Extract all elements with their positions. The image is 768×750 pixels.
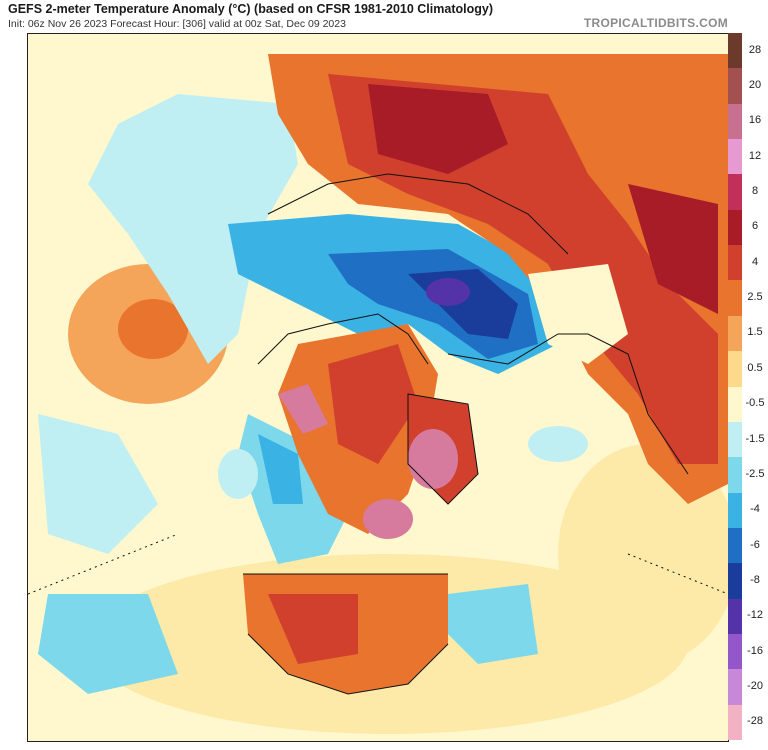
- legend-swatch: [728, 421, 742, 458]
- legend-label: -6: [750, 538, 760, 551]
- siberia-coastline: [267, 173, 569, 255]
- legend-swatch: [728, 103, 742, 140]
- legend-label: 20: [748, 79, 762, 92]
- legend-label: 0.5: [747, 361, 763, 374]
- legend-swatch: [728, 68, 742, 105]
- legend-label: -12: [747, 609, 763, 622]
- europe-coastline: [447, 333, 689, 475]
- legend-label: 28: [748, 43, 762, 56]
- hudson-warm-core: [363, 499, 413, 539]
- eurasia-warm-core: [328, 74, 718, 464]
- western-canada-cold-core: [258, 434, 303, 504]
- legend-label: 12: [748, 149, 762, 162]
- legend-swatch: [728, 633, 742, 670]
- legend-swatch: [728, 457, 742, 494]
- canada-warm-core: [328, 344, 418, 464]
- north-america-coastline: [257, 313, 429, 365]
- greenland-warm-core: [408, 429, 458, 489]
- west-pacific-cold-region: [38, 414, 158, 554]
- north-pacific-cold-region: [88, 94, 298, 364]
- legend-label: -16: [747, 644, 763, 657]
- legend-swatch: [728, 174, 742, 211]
- legend-swatch: [728, 139, 742, 175]
- legend-label: -20: [747, 679, 763, 692]
- legend-label: 8: [751, 185, 759, 198]
- legend-swatch: [728, 563, 742, 600]
- legend-label: 16: [748, 114, 762, 127]
- alaska-warm-patch: [278, 384, 328, 434]
- legend-label: 4: [751, 255, 759, 268]
- legend-label: -2.5: [745, 467, 765, 480]
- legend-swatch: [728, 386, 742, 423]
- atlantic-cold-region: [448, 584, 538, 664]
- europe-mixed-region: [528, 264, 628, 364]
- site-brand: TROPICALTIDBITS.COM: [583, 16, 728, 30]
- legend-label: -8: [750, 573, 760, 586]
- legend-swatch: [728, 280, 742, 317]
- violet-cold-cell: [426, 278, 470, 306]
- siberia-warm-extreme: [368, 84, 508, 174]
- legend-label: 2.5: [747, 291, 763, 304]
- legend-swatch: [728, 315, 742, 352]
- chart-header: GEFS 2-meter Temperature Anomaly (°C) (b…: [0, 0, 768, 32]
- legend-swatch: [728, 33, 742, 69]
- legend-swatch: [728, 598, 742, 635]
- pacific-cold-patch: [218, 449, 258, 499]
- mid-atlantic-cold-patch: [528, 426, 588, 462]
- legend-swatch: [728, 704, 742, 741]
- legend-label: -4: [750, 503, 760, 516]
- asia-warm-extreme: [628, 184, 718, 314]
- legend-swatch: [728, 245, 742, 281]
- color-legend: 28 20 16 12 8 6 4 2.5 1.5 0.5 -0.5 -1.5 -2.5 -4 -6 -8 -1…: [728, 33, 768, 741]
- legend-swatch: [728, 527, 742, 564]
- legend-swatch: [728, 351, 742, 387]
- subtropical-pacific-cold-region: [38, 594, 178, 694]
- legend-label: -0.5: [745, 397, 765, 410]
- legend-swatch: [728, 492, 742, 529]
- united-states-warm-core: [268, 594, 358, 664]
- map-title: GEFS 2-meter Temperature Anomaly (°C) (b…: [8, 2, 493, 16]
- legend-swatch: [728, 669, 742, 706]
- legend-swatch: [728, 209, 742, 246]
- us-gulf-coastline: [247, 633, 449, 695]
- legend-label: -1.5: [745, 432, 765, 445]
- anomaly-map: [27, 33, 729, 742]
- legend-label: 6: [751, 220, 759, 233]
- pacific-warm-core: [118, 299, 188, 359]
- legend-label: 1.5: [747, 326, 763, 339]
- greenland-coastline: [407, 393, 479, 505]
- forecast-info: Init: 06z Nov 26 2023 Forecast Hour: [30…: [8, 18, 346, 30]
- legend-label: -28: [747, 715, 763, 728]
- map-canvas: [28, 34, 728, 741]
